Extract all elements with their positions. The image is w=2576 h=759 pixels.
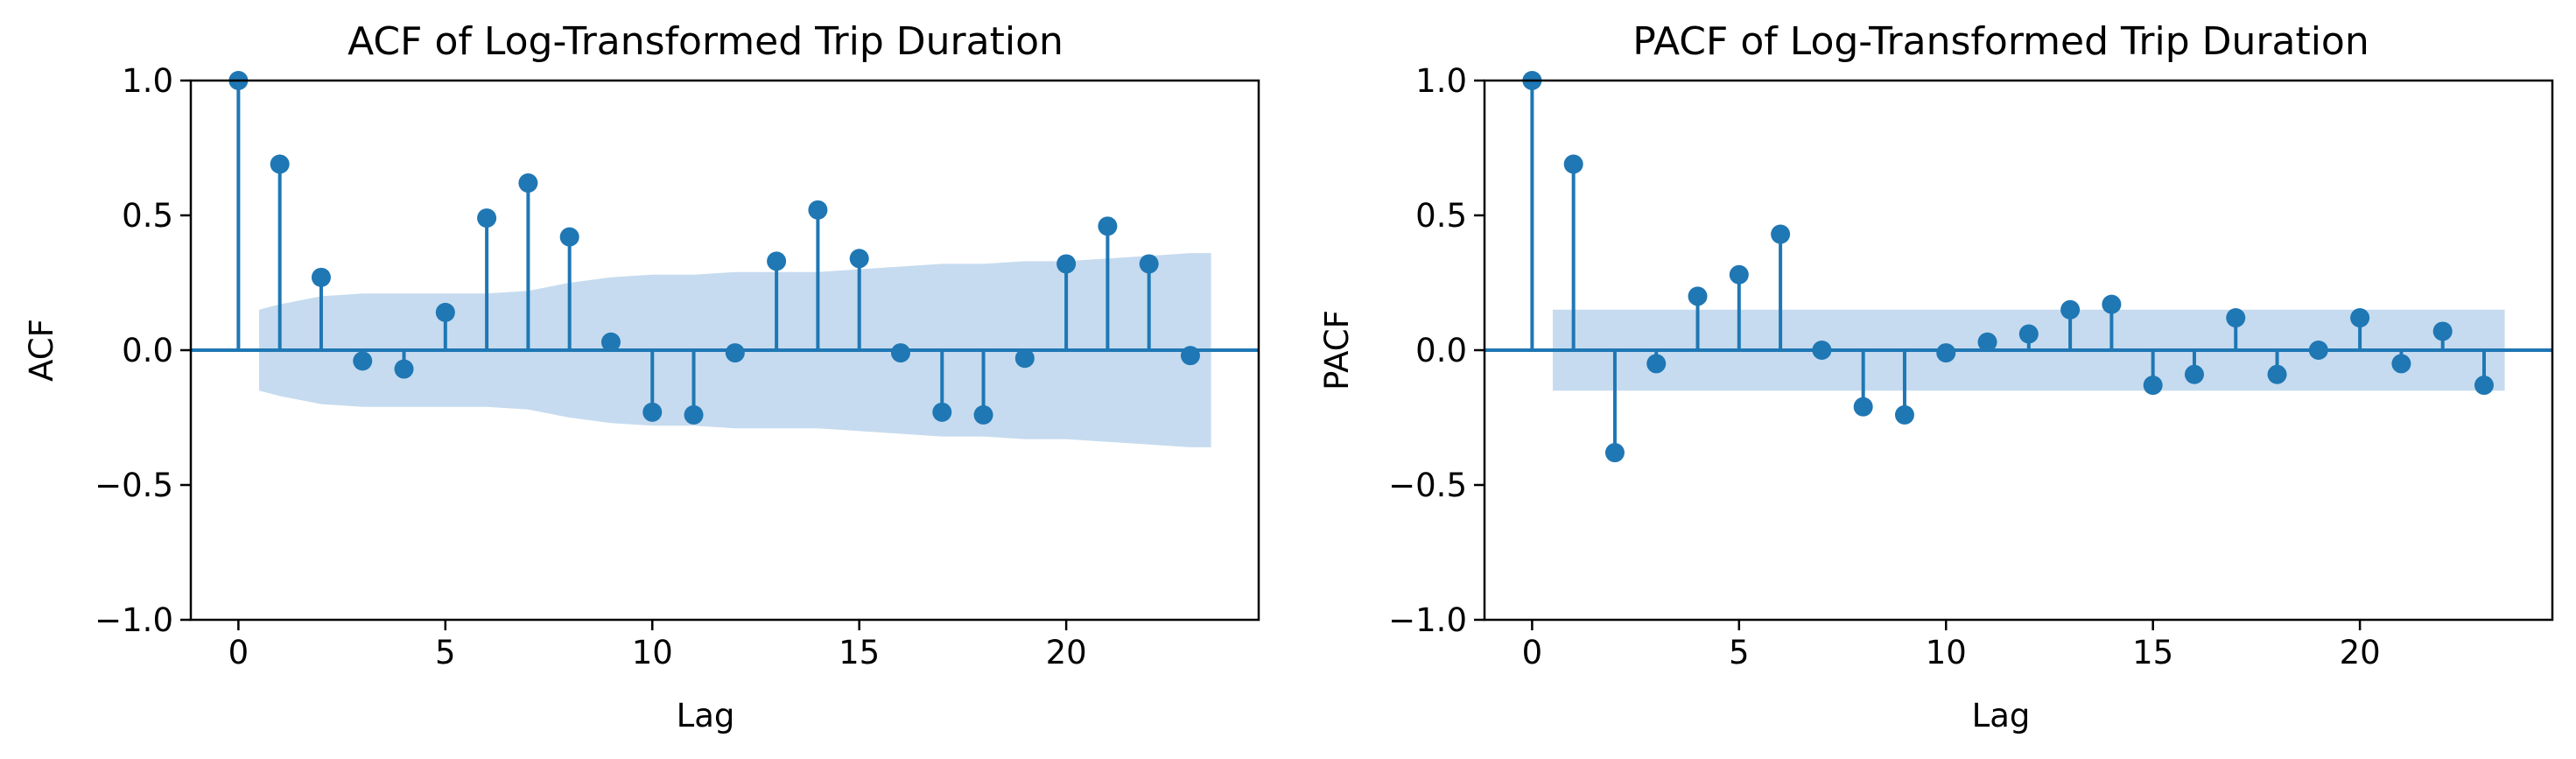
pacf-marker-lag-4	[1688, 286, 1708, 306]
pacf-panel: PACF of Log-Transformed Trip Duration La…	[1318, 19, 2554, 734]
acf-marker-lag-2	[311, 267, 331, 287]
pacf-marker-lag-14	[2102, 294, 2122, 314]
pacf-x-tick-label: 15	[2132, 634, 2173, 671]
acf-stems	[236, 81, 1192, 415]
pacf-marker-lag-18	[2267, 364, 2287, 384]
pacf-marker-lag-9	[1894, 404, 1914, 425]
pacf-marker-lag-3	[1646, 354, 1667, 374]
acf-x-tick-label: 15	[839, 634, 880, 671]
acf-y-tick-label: 0.0	[122, 332, 173, 369]
acf-marker-lag-8	[559, 227, 579, 247]
acf-marker-lag-21	[1098, 216, 1118, 236]
pacf-y-tick-label: −1.0	[1388, 601, 1467, 639]
pacf-marker-lag-15	[2143, 376, 2163, 396]
acf-marker-lag-4	[394, 359, 414, 379]
pacf-marker-lag-6	[1771, 224, 1791, 244]
acf-y-tick-label: −1.0	[95, 601, 173, 639]
acf-marker-lag-3	[353, 351, 373, 371]
pacf-y-tick-label: 1.0	[1415, 62, 1467, 100]
pacf-marker-lag-20	[2350, 308, 2370, 328]
acf-x-tick-label: 5	[435, 634, 456, 671]
pacf-y-tick-label: 0.5	[1415, 197, 1467, 235]
acf-marker-lag-20	[1056, 254, 1077, 274]
acf-marker-lag-14	[808, 200, 828, 220]
pacf-marker-lag-13	[2060, 299, 2081, 320]
acf-marker-lag-18	[973, 404, 993, 425]
pacf-marker-lag-12	[2018, 324, 2039, 344]
pacf-marker-lag-10	[1936, 343, 1956, 363]
acf-x-ticks: 0 5 10 15 20	[228, 620, 1087, 671]
pacf-marker-lag-22	[2432, 321, 2453, 341]
pacf-marker-lag-16	[2184, 364, 2204, 384]
pacf-x-ticks: 0 5 10 15 20	[1522, 620, 2381, 671]
pacf-x-tick-label: 20	[2340, 634, 2381, 671]
acf-marker-lag-6	[477, 208, 497, 228]
acf-marker-lag-12	[725, 343, 745, 363]
acf-y-tick-label: 1.0	[122, 62, 173, 100]
acf-y-tick-label: 0.5	[122, 197, 173, 235]
acf-x-axis-label: Lag	[677, 697, 735, 734]
pacf-marker-lag-1	[1563, 154, 1583, 174]
pacf-marker-lag-2	[1604, 443, 1625, 463]
pacf-x-tick-label: 5	[1729, 634, 1750, 671]
acf-marker-lag-1	[270, 154, 290, 174]
acf-x-tick-label: 20	[1046, 634, 1087, 671]
pacf-x-tick-label: 0	[1522, 634, 1543, 671]
acf-y-axis-label: ACF	[23, 319, 60, 382]
acf-marker-lag-9	[600, 332, 621, 352]
pacf-marker-lag-21	[2391, 354, 2411, 374]
pacf-marker-lag-5	[1729, 264, 1749, 285]
acf-marker-lag-15	[849, 249, 869, 269]
pacf-markers	[1522, 71, 2494, 463]
pacf-y-axis-label: PACF	[1318, 310, 1356, 390]
pacf-marker-lag-8	[1853, 397, 1873, 417]
pacf-marker-lag-11	[1977, 332, 1997, 352]
acf-title: ACF of Log-Transformed Trip Duration	[347, 19, 1063, 64]
acf-marker-lag-11	[684, 404, 704, 425]
acf-y-ticks: −1.0 −0.5 0.0 0.5 1.0	[95, 62, 191, 639]
pacf-x-tick-label: 10	[1926, 634, 1967, 671]
acf-y-tick-label: −0.5	[95, 467, 173, 504]
acf-marker-lag-23	[1180, 346, 1200, 366]
acf-marker-lag-22	[1139, 254, 1159, 274]
acf-marker-lag-7	[518, 173, 538, 193]
pacf-x-axis-label: Lag	[1972, 697, 2031, 734]
acf-x-tick-label: 10	[632, 634, 673, 671]
acf-panel: ACF of Log-Transformed Trip Duration Lag…	[23, 19, 1260, 734]
pacf-y-ticks: −1.0 −0.5 0.0 0.5 1.0	[1388, 62, 1485, 639]
acf-marker-lag-16	[890, 343, 910, 363]
acf-marker-lag-10	[642, 402, 663, 422]
pacf-y-tick-label: 0.0	[1415, 332, 1467, 369]
acf-x-tick-label: 0	[228, 634, 249, 671]
pacf-title: PACF of Log-Transformed Trip Duration	[1632, 19, 2369, 64]
pacf-marker-lag-19	[2308, 341, 2328, 360]
acf-marker-lag-5	[435, 302, 455, 322]
pacf-marker-lag-7	[1812, 341, 1832, 360]
acf-marker-lag-17	[932, 402, 952, 422]
acf-marker-lag-13	[767, 251, 787, 271]
pacf-y-tick-label: −0.5	[1388, 467, 1467, 504]
acf-marker-lag-19	[1014, 348, 1035, 369]
pacf-marker-lag-23	[2474, 376, 2494, 396]
pacf-marker-lag-17	[2226, 308, 2246, 328]
